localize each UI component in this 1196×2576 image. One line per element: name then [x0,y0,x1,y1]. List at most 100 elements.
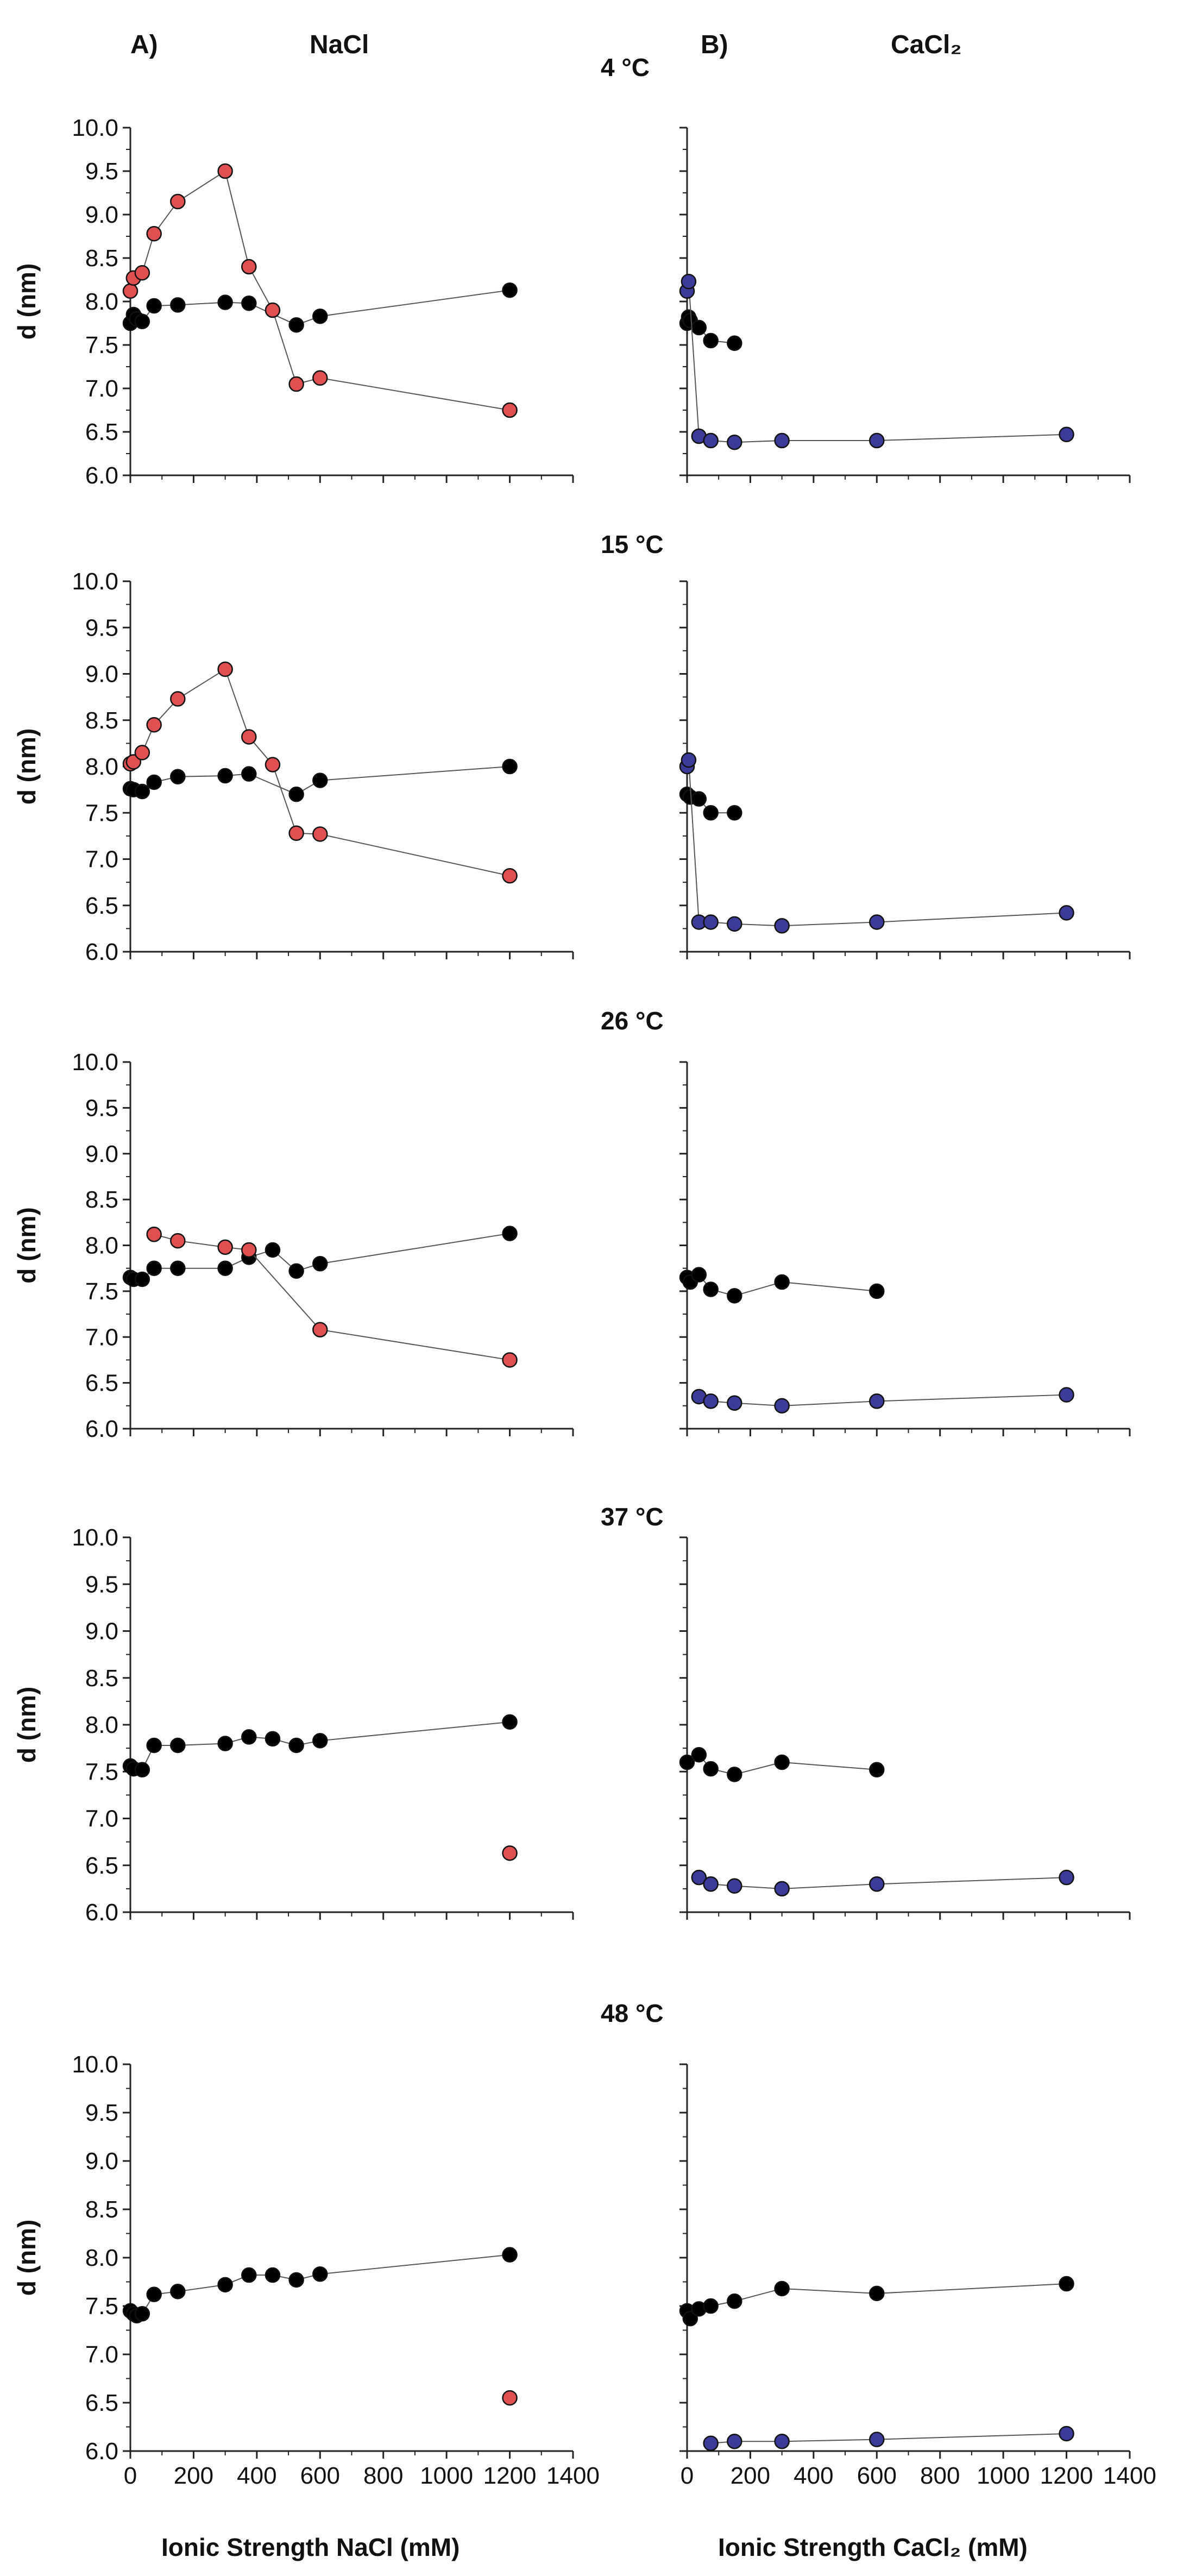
data-point-black [146,2286,162,2302]
data-point-blue [1059,1387,1074,1403]
data-point-black [727,1288,742,1304]
data-point-black [217,1260,233,1276]
salt-title-nacl: NaCl [310,30,369,59]
y-tick-label: 10.0 [72,115,118,141]
data-point-black [241,2267,257,2283]
data-point-black [869,2285,885,2302]
series-line-blue [687,281,1067,443]
data-point-blue [869,914,885,930]
data-point-black [691,791,707,807]
chart-nacl-0: 6.0 6.5 7.0 7.5 8.0 8.5 9.0 9.5 10.0 d (nm) [12,115,574,489]
data-point-red [312,826,328,842]
y-tick-label: 10.0 [72,1049,118,1076]
data-point-red [134,745,150,761]
data-point-black [691,1267,707,1283]
data-point-black [1059,2276,1074,2292]
data-point-red [170,1233,186,1249]
y-tick-label: 7.5 [85,2293,118,2320]
data-point-black [288,1737,304,1754]
data-point-black [288,1263,304,1279]
y-tick-label: 6.5 [85,1852,118,1879]
x-tick-label: 1400 [546,2462,600,2489]
y-axis-title: d (nm) [12,1687,41,1763]
temp-label-15: 15 °C [601,530,664,558]
y-tick-label: 7.0 [85,2341,118,2368]
data-point-black [241,295,257,311]
data-point-black [703,2298,719,2314]
data-point-red [134,265,150,281]
series-line-red [130,668,510,877]
data-point-black [703,1281,719,1297]
data-point-black [265,1731,281,1747]
data-point-blue [869,1393,885,1409]
x-tick-label: 1000 [420,2462,473,2489]
data-point-blue [774,1881,790,1897]
x-axis-title-cacl2: Ionic Strength CaCl₂ (mM) [718,2533,1028,2561]
y-tick-label: 8.0 [85,2245,118,2271]
y-tick-label: 8.0 [85,288,118,315]
data-point-red [241,259,257,275]
y-tick-label: 6.0 [85,939,118,965]
data-point-black [170,1737,186,1754]
y-axis-title: d (nm) [12,1207,41,1284]
data-point-red [146,225,162,242]
data-point-blue [703,2435,719,2452]
y-tick-label: 8.5 [85,1665,118,1692]
y-tick-label: 7.5 [85,1278,118,1305]
data-point-black [146,774,162,790]
series-line-blue [710,2433,1067,2444]
data-point-red [241,1242,257,1258]
y-tick-label: 6.0 [85,1416,118,1442]
data-point-black [312,1256,328,1272]
data-point-black [682,2310,698,2327]
data-point-black [502,1226,518,1241]
data-point-black [134,783,150,800]
data-point-red [312,370,328,386]
data-point-black [691,319,707,336]
data-point-blue [1059,2426,1074,2442]
y-tick-label: 7.0 [85,1324,118,1350]
y-tick-label: 7.0 [85,1806,118,1832]
data-point-black [312,2266,328,2282]
data-point-black [703,805,719,821]
y-tick-label: 9.0 [85,2148,118,2175]
x-tick-label: 200 [174,2462,213,2489]
y-tick-label: 6.5 [85,1370,118,1397]
y-tick-label: 8.0 [85,753,118,780]
data-point-red [146,717,162,733]
data-point-red [288,376,304,392]
chart-nacl-2: 6.0 6.5 7.0 7.5 8.0 8.5 9.0 9.5 10.0 d (nm) [12,568,574,965]
data-point-black [288,2272,304,2288]
data-point-blue [727,1878,742,1894]
data-point-black [502,282,518,298]
data-point-black [312,308,328,324]
data-point-black [869,1283,885,1299]
data-point-blue [774,1398,790,1414]
data-point-black [774,1754,790,1770]
x-tick-label: 600 [300,2462,340,2489]
chart-nacl-6: 6.0 6.5 7.0 7.5 8.0 8.5 9.0 9.5 10.0 d (nm) [12,1524,574,1926]
data-point-black [312,772,328,788]
chart-cacl2-9: 0 200 400 600 800 1000 1200 1400 [679,2063,1156,2489]
data-point-red [265,757,281,772]
data-point-blue [727,916,742,932]
data-point-blue [681,752,697,768]
data-point-black [217,1736,233,1751]
data-point-black [312,1733,328,1749]
data-point-black [146,298,162,314]
x-tick-label: 600 [857,2462,897,2489]
y-tick-label: 6.0 [85,462,118,489]
x-axis-title-nacl: Ionic Strength NaCl (mM) [161,2533,459,2561]
data-point-black [134,313,150,330]
data-point-black [217,2277,233,2293]
x-tick-label: 800 [363,2462,403,2489]
data-point-blue [703,1393,719,1409]
y-tick-label: 6.5 [85,893,118,919]
x-tick-label: 800 [920,2462,960,2489]
y-tick-label: 7.5 [85,800,118,826]
y-tick-label: 10.0 [72,568,118,595]
y-tick-label: 6.0 [85,1899,118,1926]
y-tick-label: 6.0 [85,2438,118,2465]
x-tick-label: 400 [794,2462,833,2489]
y-axis-title: d (nm) [12,263,41,340]
